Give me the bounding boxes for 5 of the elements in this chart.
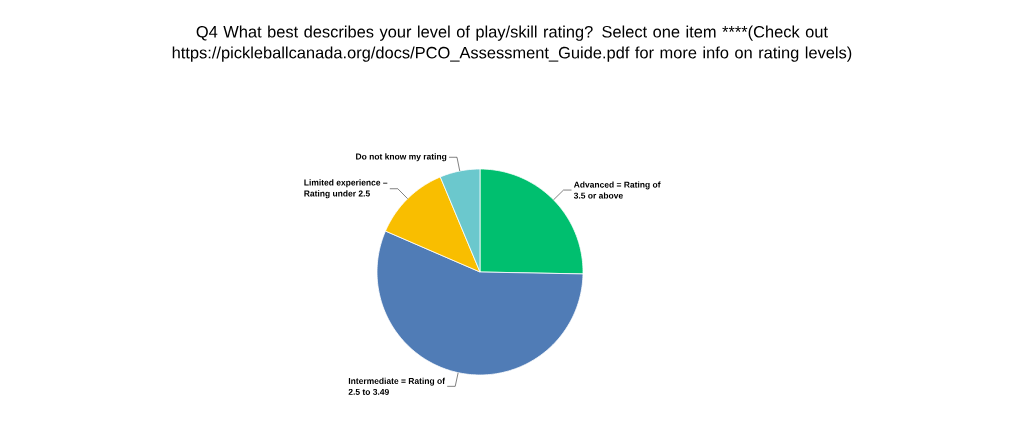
chart-title: Q4 What best describes your level of play/skill rating? Select one item ****(Check out https://pickleballcanada.org/docs/PCO_Assessment_Guide.pdf for more info on rating levels) xyxy=(172,25,852,62)
slice-label: Do not know my rating xyxy=(356,153,447,162)
slice-label: Intermediate = Rating of 2.5 to 3.49 xyxy=(348,377,446,395)
slice-label: Limited experience – Rating under 2.5 xyxy=(304,179,388,199)
slice-label: Advanced = Rating of 3.5 or above xyxy=(573,181,661,199)
